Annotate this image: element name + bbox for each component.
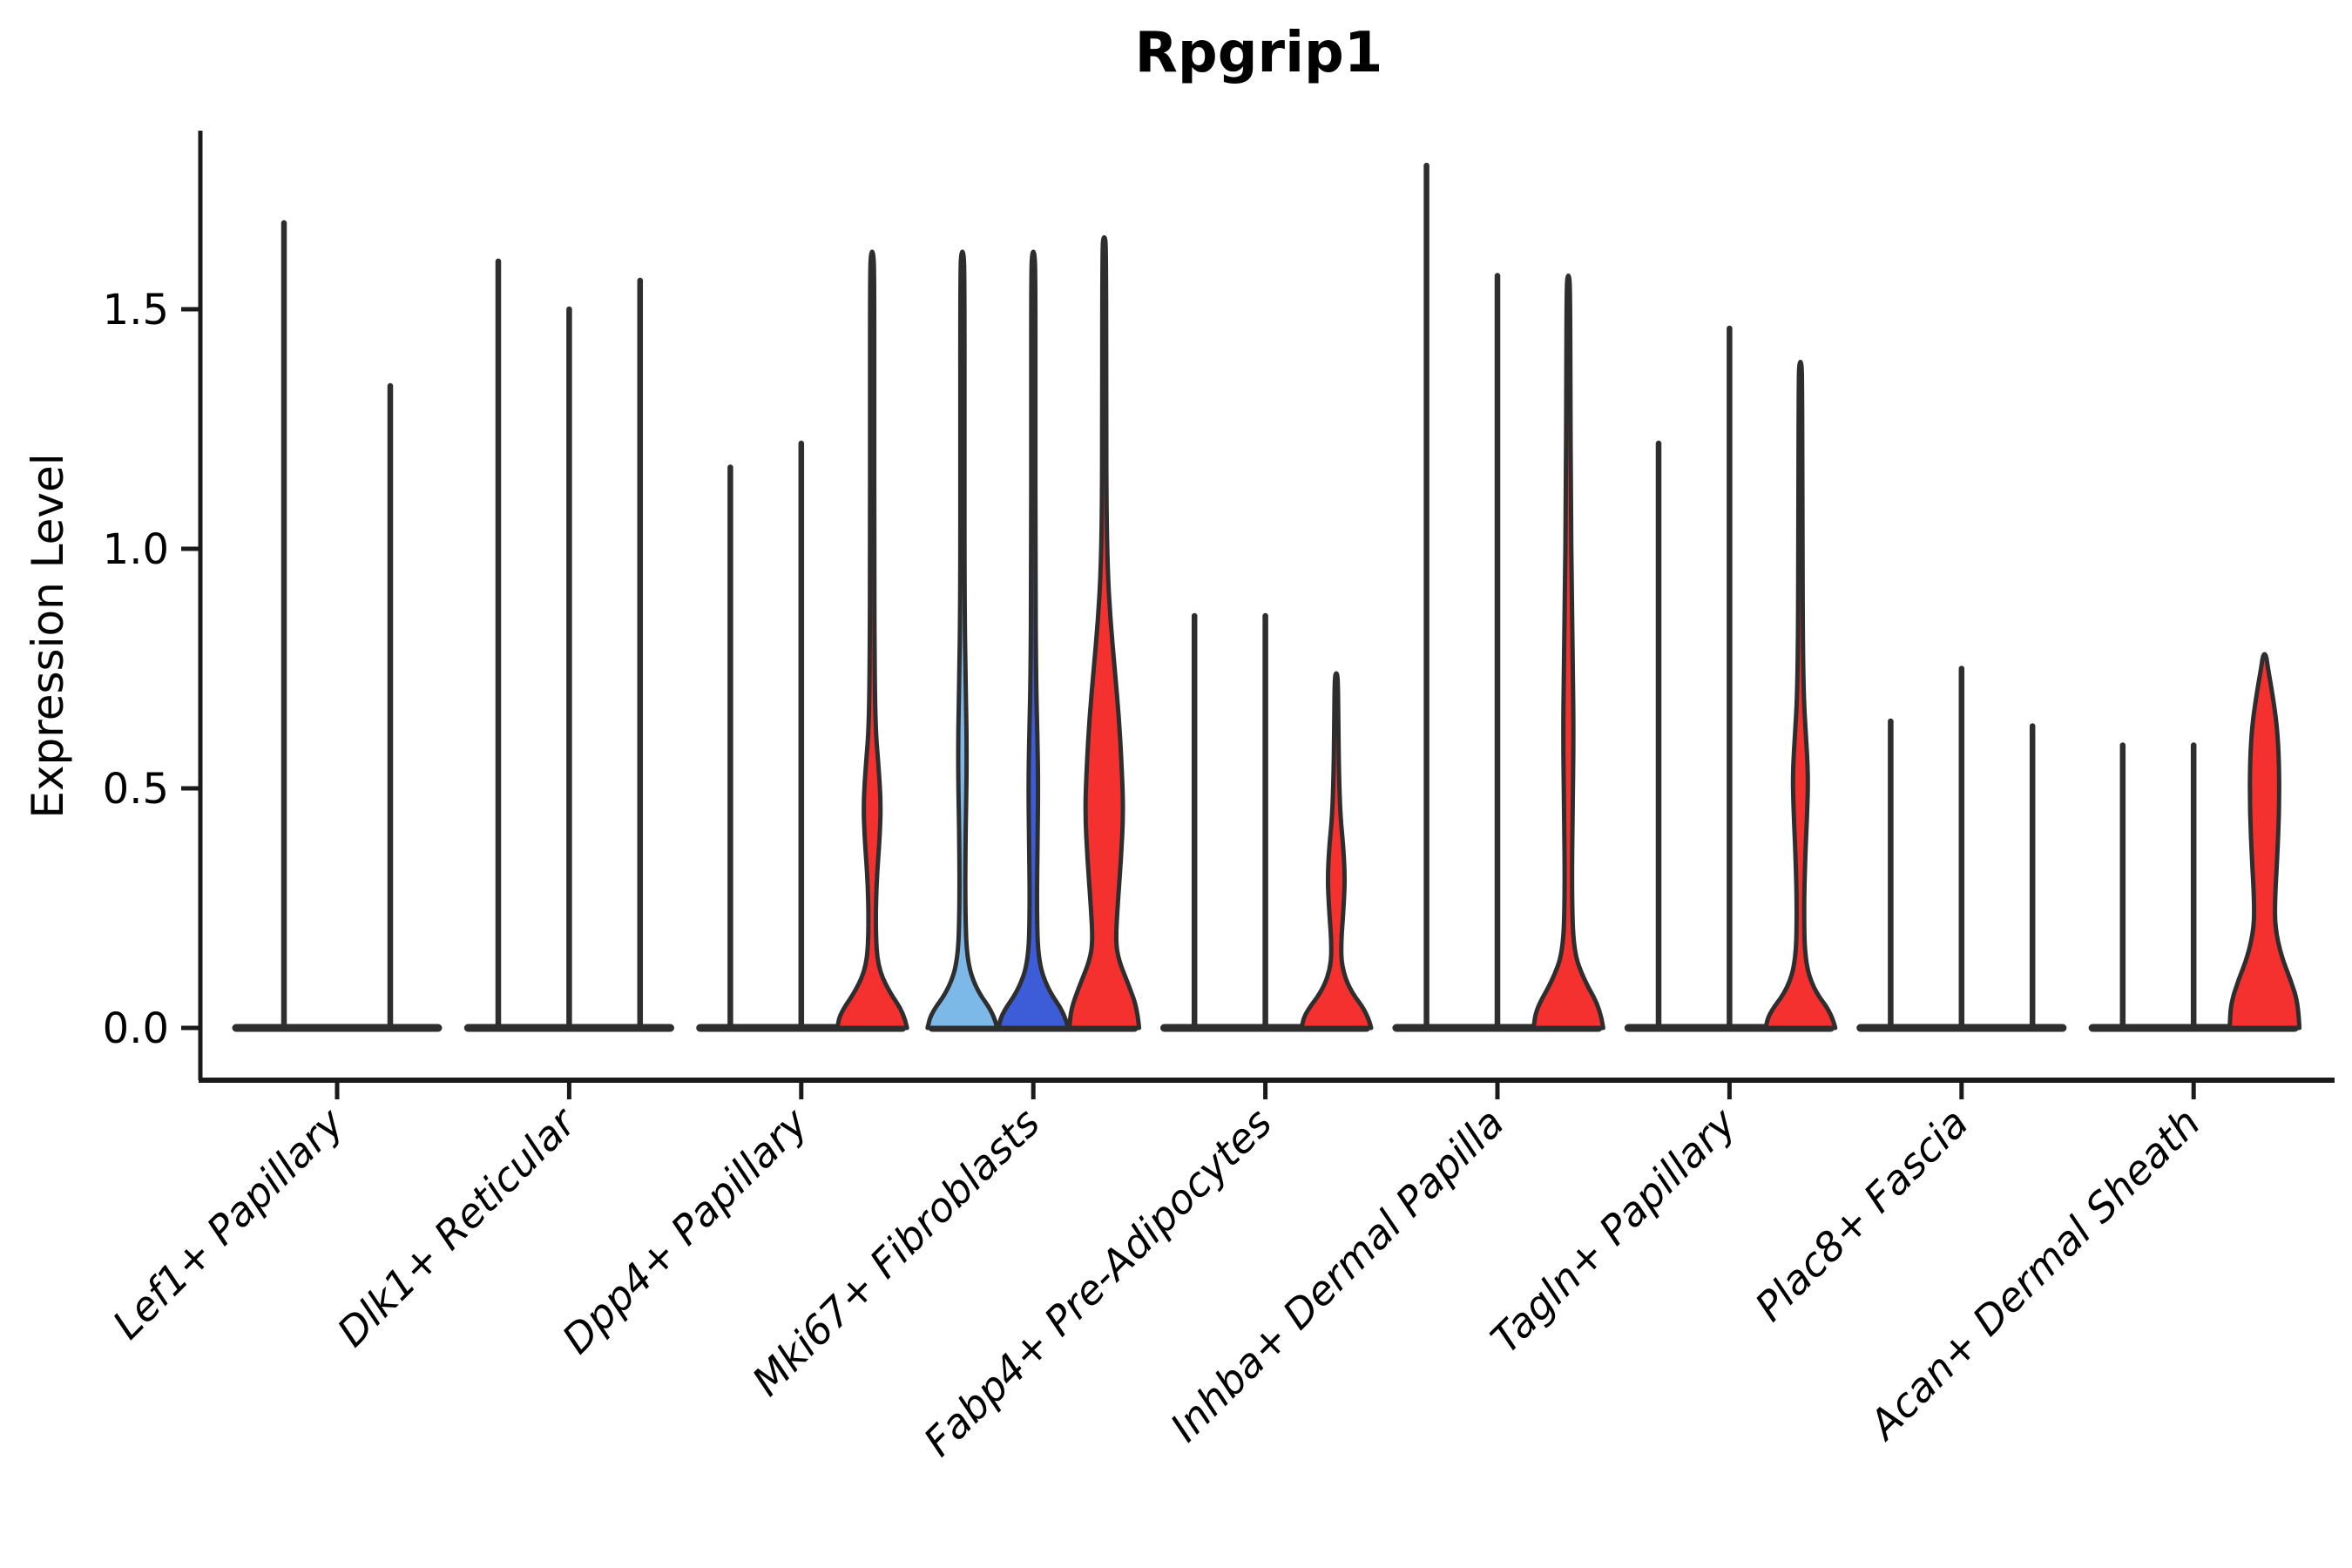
y-tick-label: 1.0 bbox=[103, 525, 169, 574]
violin-red bbox=[1299, 671, 1374, 1031]
violin-red bbox=[2227, 652, 2302, 1031]
x-tick-label: Plac8+ Fascia bbox=[1746, 1099, 1977, 1330]
violin-red bbox=[835, 249, 909, 1031]
plot-title: Rpgrip1 bbox=[1134, 21, 1383, 85]
x-tick-label: Dlk1+ Reticular bbox=[328, 1097, 587, 1355]
x-tick-label: Lef1+ Papillary bbox=[104, 1098, 353, 1348]
y-tick-label: 0.5 bbox=[103, 765, 169, 814]
y-tick-label: 1.5 bbox=[103, 286, 169, 335]
y-tick-label: 0.0 bbox=[103, 1004, 169, 1053]
violin-red bbox=[1067, 235, 1142, 1031]
x-tick-label: Tagln+ Papillary bbox=[1482, 1098, 1746, 1362]
violin-red bbox=[1531, 274, 1605, 1031]
x-tick-label: Dpp4+ Papillary bbox=[553, 1098, 817, 1362]
violin-red bbox=[1763, 360, 1838, 1031]
violin-dark_blue bbox=[996, 249, 1071, 1031]
violin-light_blue bbox=[925, 249, 1000, 1031]
